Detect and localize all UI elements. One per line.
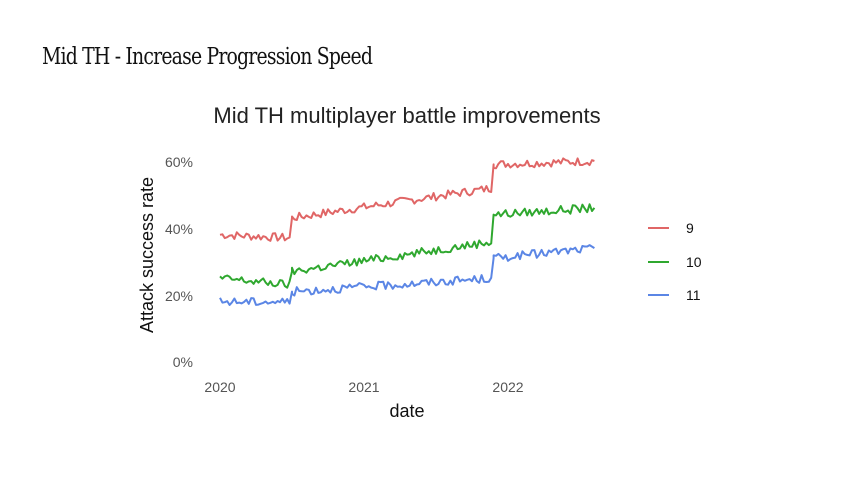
x-tick-label: 2021 — [348, 379, 379, 395]
x-tick-label: 2022 — [492, 379, 523, 395]
series-line-10 — [219, 203, 596, 289]
y-axis-label: Attack success rate — [137, 177, 157, 333]
chart-title: Mid TH multiplayer battle improvements — [213, 103, 600, 128]
legend-item: 11 — [648, 287, 701, 303]
x-tick-label: 2020 — [204, 379, 235, 395]
y-tick-label: 0% — [173, 354, 193, 370]
legend-label: 11 — [686, 287, 701, 303]
legend-item: 10 — [648, 254, 702, 270]
legend-item: 9 — [648, 220, 694, 236]
y-tick-label: 20% — [165, 288, 193, 304]
y-tick-label: 40% — [165, 221, 193, 237]
y-axis-ticks: 0% 20% 40% 60% — [165, 154, 193, 370]
series-line-9 — [219, 157, 595, 242]
legend-label: 9 — [686, 220, 694, 236]
legend: 9 10 11 — [648, 220, 702, 303]
y-tick-label: 60% — [165, 154, 193, 170]
slide-title: Mid TH - Increase Progression Speed — [42, 44, 373, 70]
series-line-11 — [219, 244, 595, 306]
series-layer — [219, 157, 596, 306]
legend-label: 10 — [686, 254, 702, 270]
x-axis-ticks: 2020 2021 2022 — [204, 379, 523, 395]
x-axis-label: date — [389, 401, 424, 421]
